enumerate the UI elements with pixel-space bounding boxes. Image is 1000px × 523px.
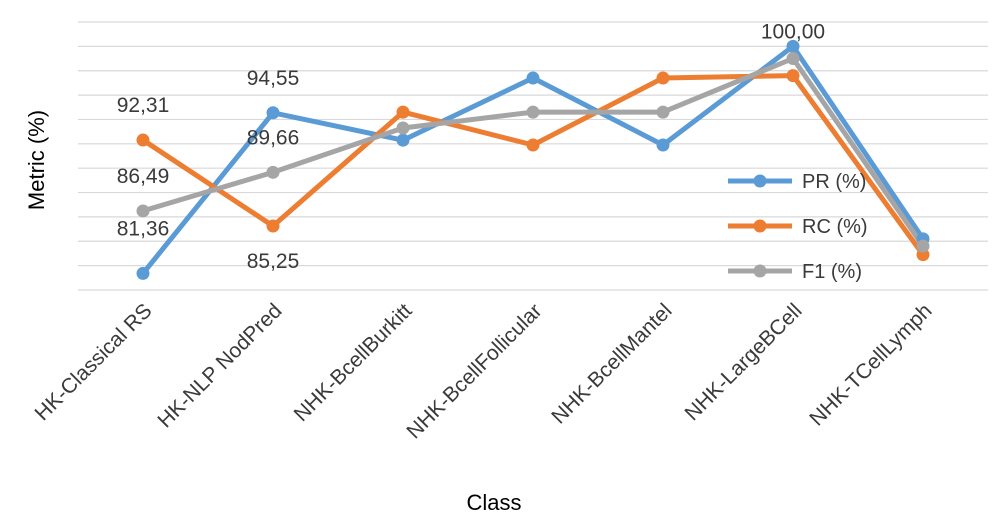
data-point	[656, 105, 670, 119]
legend-label: PR (%)	[802, 171, 866, 193]
legend-marker	[753, 264, 767, 278]
x-tick-label: HK-Classical RS	[31, 299, 157, 425]
data-label: 81,36	[117, 217, 170, 240]
data-point	[656, 71, 670, 85]
data-point	[396, 121, 410, 135]
x-tick-label: NHK-BcellBurkitt	[290, 299, 417, 426]
data-label: 92,31	[117, 94, 170, 117]
data-point	[266, 219, 280, 233]
data-label: 85,25	[247, 250, 300, 273]
data-point	[266, 106, 280, 120]
legend-item[interactable]: RC (%)	[728, 216, 868, 238]
data-point	[136, 266, 150, 280]
legend[interactable]: PR (%) RC (%) F1 (%)	[728, 171, 868, 283]
x-tick-label: NHK-BcellMantel	[547, 299, 676, 428]
legend-label: F1 (%)	[802, 261, 862, 283]
data-label: 89,66	[247, 126, 300, 149]
data-point	[656, 138, 670, 152]
data-point	[526, 138, 540, 152]
data-label: 100,00	[761, 20, 825, 43]
legend-label: RC (%)	[802, 216, 868, 238]
data-label: 86,49	[117, 165, 170, 188]
legend-marker	[753, 174, 767, 188]
x-axis-title: Class	[466, 490, 521, 515]
data-point	[786, 52, 800, 66]
data-point	[266, 165, 280, 179]
data-point	[916, 239, 930, 253]
data-point	[786, 69, 800, 83]
data-point	[786, 39, 800, 53]
legend-item[interactable]: F1 (%)	[728, 261, 862, 283]
x-tick-label: HK-NLP NodPred	[153, 299, 286, 432]
x-tick-label: NHK-TCellLymph	[805, 299, 936, 430]
data-label: 94,55	[247, 67, 300, 90]
data-point	[136, 133, 150, 147]
x-tick-label: NHK-BcellFollicular	[402, 299, 546, 443]
data-point	[526, 105, 540, 119]
legend-marker	[753, 219, 767, 233]
data-point	[396, 105, 410, 119]
x-tick-label: NHK-LargeBCell	[681, 299, 807, 425]
data-point	[136, 204, 150, 218]
legend-item[interactable]: PR (%)	[728, 171, 866, 193]
data-point	[396, 133, 410, 147]
y-axis-title: Metric (%)	[24, 110, 49, 210]
data-point	[526, 71, 540, 85]
data-labels: 81,36 92,31 86,49 94,55 85,25 89,66 100,00	[117, 20, 825, 273]
series-points	[136, 39, 930, 280]
